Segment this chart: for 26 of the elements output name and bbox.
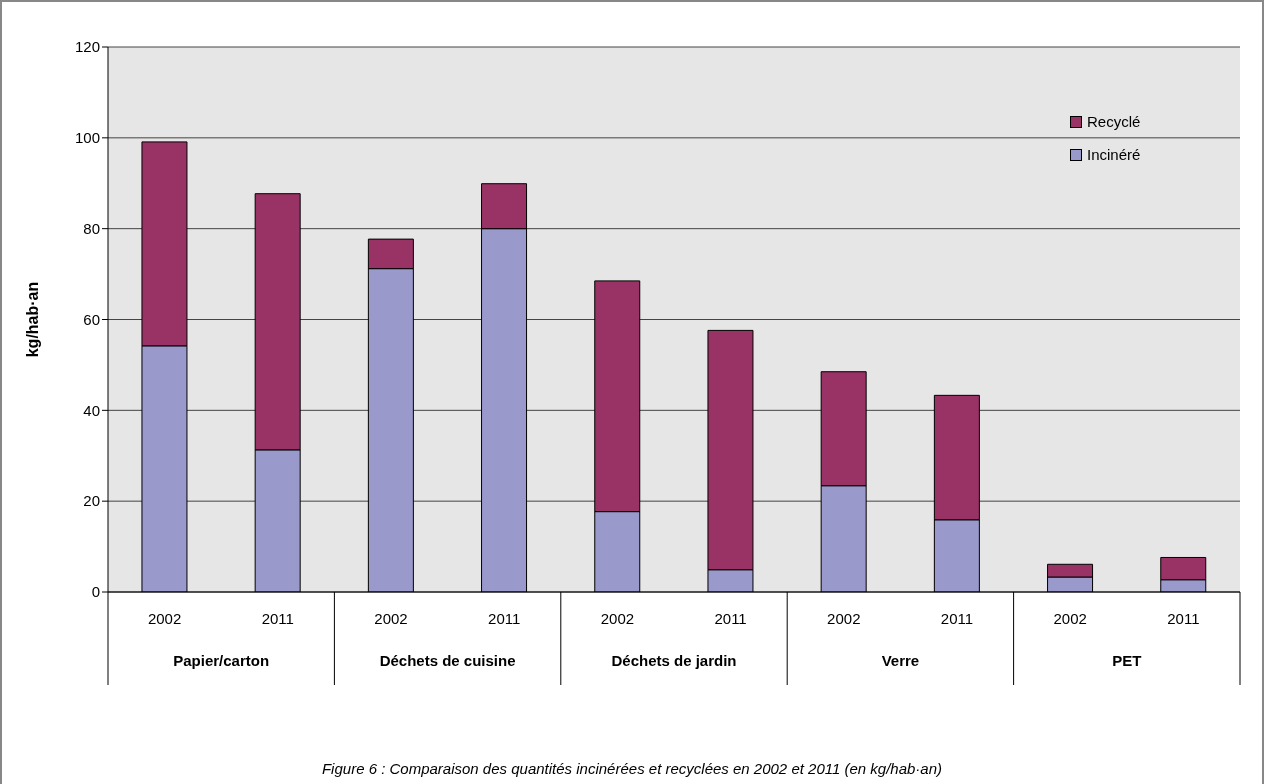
legend-label: Recyclé bbox=[1087, 113, 1141, 130]
x-tick-label: 2002 bbox=[374, 610, 408, 627]
x-tick-label: 2002 bbox=[1053, 610, 1087, 627]
text: PET bbox=[1112, 652, 1142, 669]
y-tick-label: 120 bbox=[74, 38, 100, 56]
caption: Figure 6 : Comparaison des quantités incinérées et recyclées en 2002 et 2011 (en kg/hab·an) bbox=[320, 760, 944, 777]
x-tick-label: 2002 bbox=[147, 610, 182, 627]
text: Verre bbox=[881, 652, 920, 669]
y-tick-label: 80 bbox=[83, 219, 100, 237]
y-tick-label: 20 bbox=[83, 492, 100, 510]
y-tick-label: 100 bbox=[74, 129, 100, 147]
text: Papier/carton bbox=[173, 652, 270, 669]
y-tick-label: 40 bbox=[83, 401, 100, 419]
x-tick-label: 2011 bbox=[261, 610, 294, 627]
x-tick-label: 2011 bbox=[488, 610, 521, 627]
x-tick-label: 2011 bbox=[714, 610, 747, 627]
x-tick-label: 2011 bbox=[1167, 610, 1200, 627]
legend-label: Incinéré bbox=[1087, 146, 1141, 163]
x-tick-label: 2002 bbox=[600, 610, 635, 627]
text: Déchets de cuisine bbox=[379, 652, 516, 669]
y-tick-label: 0 bbox=[91, 583, 100, 601]
text: Déchets de jardin bbox=[611, 652, 737, 669]
y-axis-title: kg/hab·an bbox=[23, 281, 41, 358]
y-tick-label: 60 bbox=[83, 310, 100, 328]
x-tick-label: 2011 bbox=[940, 610, 974, 627]
x-tick-label: 2002 bbox=[827, 610, 861, 627]
